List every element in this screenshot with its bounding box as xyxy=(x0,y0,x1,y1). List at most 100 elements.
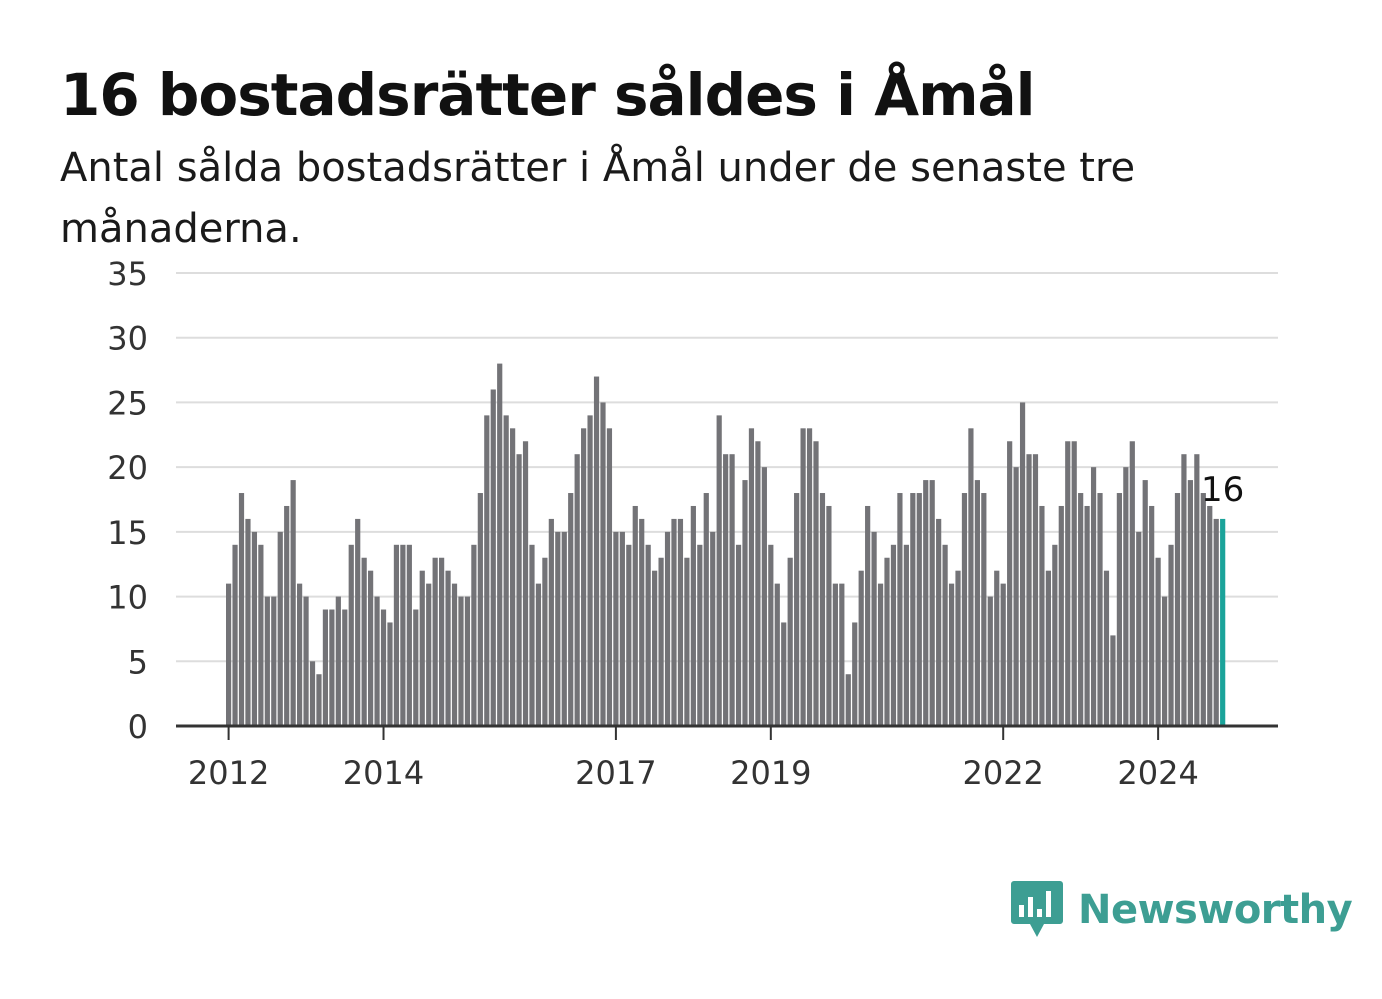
bar xyxy=(251,531,258,726)
bar xyxy=(1200,493,1206,726)
bar xyxy=(516,454,522,726)
x-axis-labels: 2012 2014 2017 2019 2022 2024 xyxy=(188,754,1199,792)
bar xyxy=(329,609,335,726)
bar xyxy=(335,596,341,726)
bar xyxy=(877,583,884,726)
bar xyxy=(471,544,477,726)
bar xyxy=(806,428,813,726)
bar xyxy=(671,518,677,726)
y-tick-label: 35 xyxy=(107,255,148,293)
bar xyxy=(593,376,600,726)
bar xyxy=(426,583,432,726)
bar xyxy=(897,493,903,726)
bar xyxy=(1013,467,1019,726)
bar xyxy=(858,570,864,726)
bar xyxy=(1187,480,1193,726)
bar xyxy=(464,596,471,726)
bar xyxy=(832,583,838,726)
bar xyxy=(639,518,645,726)
bar xyxy=(968,428,974,726)
bar xyxy=(929,480,935,726)
bars xyxy=(226,363,1226,726)
bar xyxy=(400,544,406,726)
bar xyxy=(1213,518,1219,726)
bar xyxy=(916,493,922,726)
bar xyxy=(232,544,238,726)
x-tick-label: 2022 xyxy=(962,754,1043,792)
x-tick-label: 2019 xyxy=(730,754,811,792)
bar xyxy=(1065,441,1071,726)
chart-subtitle: Antal sålda bostadsrätter i Åmål under d… xyxy=(60,145,1136,252)
bar xyxy=(439,557,445,726)
bar xyxy=(948,583,955,726)
bar xyxy=(322,609,329,726)
bar xyxy=(355,518,361,726)
bar xyxy=(1052,544,1058,726)
bar xyxy=(477,493,483,726)
bar xyxy=(1097,493,1103,726)
bar xyxy=(290,480,296,726)
chart-title: 16 bostadsrätter såldes i Åmål xyxy=(60,61,1036,129)
y-axis-labels: 0 5 10 15 20 25 30 35 xyxy=(107,255,148,746)
bar xyxy=(710,531,716,726)
bar xyxy=(413,609,419,726)
bar xyxy=(1007,441,1013,726)
bar xyxy=(1078,493,1084,726)
bar xyxy=(432,557,438,726)
bar xyxy=(600,402,606,726)
bar xyxy=(742,480,748,726)
bar xyxy=(781,622,787,726)
bar xyxy=(1174,493,1181,726)
bar xyxy=(1019,402,1026,726)
bar xyxy=(374,596,380,726)
y-tick-label: 0 xyxy=(128,708,148,746)
bar xyxy=(1161,596,1168,726)
bar xyxy=(1000,583,1006,726)
bar xyxy=(606,428,613,726)
bar xyxy=(890,544,897,726)
bar xyxy=(794,493,800,726)
bar xyxy=(723,454,729,726)
bar xyxy=(613,531,619,726)
bar xyxy=(1058,505,1064,726)
bar xyxy=(981,493,987,726)
bar xyxy=(787,557,793,726)
y-tick-label: 5 xyxy=(128,643,148,681)
x-tick-label: 2017 xyxy=(575,754,656,792)
bar xyxy=(748,428,755,726)
bar xyxy=(529,544,535,726)
bar xyxy=(568,493,574,726)
bar xyxy=(380,609,387,726)
bar xyxy=(987,596,993,726)
bar xyxy=(697,544,703,726)
bar xyxy=(1194,454,1200,726)
bar xyxy=(1142,480,1148,726)
bar xyxy=(942,544,948,726)
bar xyxy=(735,544,742,726)
bar xyxy=(903,544,909,726)
bar xyxy=(761,467,767,726)
x-axis xyxy=(176,724,1278,740)
bar xyxy=(226,583,232,726)
bar xyxy=(316,674,322,726)
bar xyxy=(619,531,625,726)
bar xyxy=(1045,570,1051,726)
bar xyxy=(297,583,303,726)
bar xyxy=(1149,505,1155,726)
bar xyxy=(309,661,316,726)
bar xyxy=(1155,557,1161,726)
last-value-label: 16 xyxy=(1201,470,1244,510)
bar xyxy=(510,428,516,726)
bar xyxy=(277,531,283,726)
bar xyxy=(555,531,561,726)
bar xyxy=(561,531,567,726)
bar xyxy=(774,583,780,726)
bar xyxy=(548,518,554,726)
bar xyxy=(368,570,374,726)
bar xyxy=(490,389,496,726)
bar xyxy=(819,493,826,726)
bar xyxy=(684,557,690,726)
bar-latest xyxy=(1220,518,1226,726)
bar xyxy=(451,583,458,726)
bar xyxy=(535,583,542,726)
